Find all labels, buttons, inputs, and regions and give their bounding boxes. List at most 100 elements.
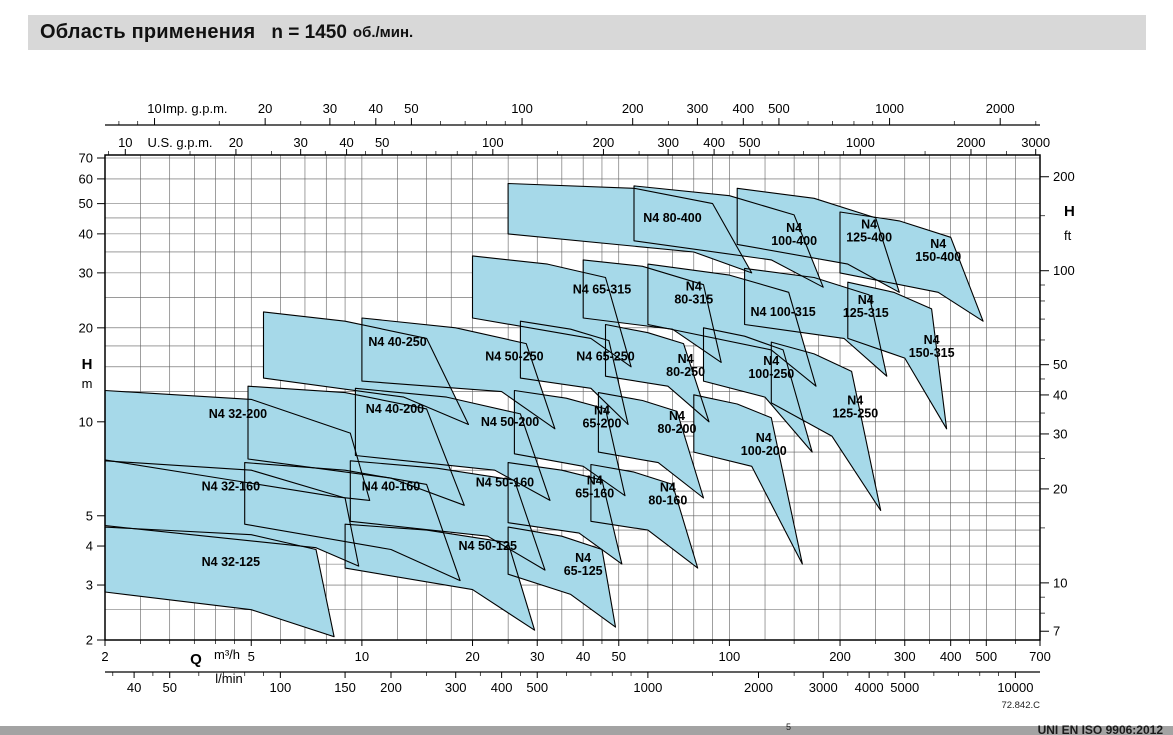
- q-usgpm-tick-label: 10: [118, 135, 132, 150]
- h-m-tick-label: 70: [79, 151, 93, 166]
- h-ft-tick-label: 7: [1053, 624, 1060, 639]
- pump-region-label: N4 40-250: [368, 335, 426, 349]
- pump-region-n4-32-125: [105, 527, 335, 637]
- pump-region-label: N4 50-250: [485, 349, 543, 363]
- h-ft-tick-label: 200: [1053, 169, 1075, 184]
- q-impgpm-tick-label: 40: [369, 101, 383, 116]
- q-axis-unit-usgpm: U.S. g.p.m.: [147, 135, 212, 150]
- pump-region-label: N4: [756, 431, 772, 445]
- pump-region-label: 80-315: [674, 292, 713, 306]
- q-impgpm-tick-label: 500: [768, 101, 790, 116]
- pump-region-label: 80-200: [658, 422, 697, 436]
- pump-region-n4-50-160: [350, 460, 545, 571]
- q-impgpm-tick-label: 50: [404, 101, 418, 116]
- pump-region-label: N4: [678, 352, 694, 366]
- page-title: Область применения: [40, 21, 256, 43]
- standard-reference: UNI EN ISO 9906:2012: [1037, 723, 1163, 735]
- pump-region-label: N4: [669, 409, 685, 423]
- q-lmin-tick-label: 200: [380, 680, 402, 695]
- pump-region-label: 150-400: [915, 250, 961, 264]
- pump-region-n4-150-315: [847, 282, 947, 429]
- q-m3h-tick-label: 30: [530, 649, 544, 664]
- q-impgpm-tick-label: 20: [258, 101, 272, 116]
- h-axis-symbol-left: H: [82, 356, 93, 373]
- h-ft-tick-label: 10: [1053, 575, 1067, 590]
- q-impgpm-tick-label: 30: [323, 101, 337, 116]
- q-lmin-tick-label: 400: [491, 680, 513, 695]
- q-lmin-tick-label: 4000: [855, 680, 884, 695]
- pump-region-label: 100-250: [748, 367, 794, 381]
- pump-region-n4-65-125: [508, 527, 616, 628]
- pump-region-n4-150-400: [840, 212, 984, 322]
- h-m-tick-label: 60: [79, 171, 93, 186]
- q-m3h-tick-label: 400: [940, 649, 962, 664]
- pump-region-label: N4 32-125: [202, 555, 260, 569]
- q-usgpm-tick-label: 100: [482, 135, 504, 150]
- pump-region-label: 100-400: [771, 234, 817, 248]
- q-impgpm-tick-label: 1000: [875, 101, 904, 116]
- pump-region-label: N4 65-315: [573, 283, 631, 297]
- pump-region-label: N4: [924, 333, 940, 347]
- q-m3h-tick-label: 2: [101, 649, 108, 664]
- q-impgpm-tick-label: 200: [622, 101, 644, 116]
- h-ft-tick-label: 100: [1053, 263, 1075, 278]
- q-m3h-tick-label: 5: [248, 649, 255, 664]
- pump-region-label: N4: [660, 480, 676, 494]
- q-axis-unit-m3h: m³/h: [214, 647, 240, 662]
- pump-region-label: 65-125: [564, 564, 603, 578]
- q-lmin-tick-label: 300: [445, 680, 467, 695]
- pump-region-label: N4: [861, 218, 877, 232]
- q-usgpm-tick-label: 40: [339, 135, 353, 150]
- pump-region-label: N4: [786, 221, 802, 235]
- q-usgpm-tick-label: 2000: [957, 135, 986, 150]
- pump-region-label: N4 40-200: [366, 402, 424, 416]
- q-usgpm-tick-label: 500: [739, 135, 761, 150]
- q-usgpm-tick-label: 3000: [1021, 135, 1050, 150]
- pump-region-label: N4: [847, 393, 863, 407]
- q-impgpm-tick-label: 300: [687, 101, 709, 116]
- q-axis-symbol: Q: [190, 651, 202, 668]
- q-impgpm-tick-label: 100: [511, 101, 533, 116]
- q-m3h-tick-label: 100: [719, 649, 741, 664]
- title-bar: Область применения n = 1450 об./мин.: [28, 15, 1146, 50]
- h-m-tick-label: 40: [79, 226, 93, 241]
- q-usgpm-tick-label: 30: [293, 135, 307, 150]
- pump-region-n4-50-200: [355, 388, 550, 501]
- q-lmin-tick-label: 150: [334, 680, 356, 695]
- pump-region-label: N4 65-250: [576, 349, 634, 363]
- pump-region-label: 125-315: [843, 306, 889, 320]
- pump-region-n4-80-200: [598, 392, 704, 498]
- pump-region-label: N4 50-200: [481, 415, 539, 429]
- axes: 2 3 4 5 10 20 30 40 50 60 70 Hm 7 10 20 30 40 50 100 200 Hft…: [79, 101, 1075, 695]
- h-axis-symbol-right: H: [1064, 203, 1075, 220]
- title-speed-value: n = 1450: [271, 21, 347, 43]
- q-lmin-tick-label: 5000: [890, 680, 919, 695]
- h-ft-tick-label: 50: [1053, 357, 1067, 372]
- q-m3h-tick-label: 40: [576, 649, 590, 664]
- pump-region-label: N4: [575, 551, 591, 565]
- h-m-tick-label: 4: [86, 539, 93, 554]
- pump-region-label: 65-160: [575, 487, 614, 501]
- h-m-tick-label: 20: [79, 320, 93, 335]
- q-m3h-tick-label: 20: [465, 649, 479, 664]
- q-lmin-tick-label: 50: [162, 680, 176, 695]
- pump-region-label: 80-250: [666, 365, 705, 379]
- pump-region-label: N4 50-160: [476, 475, 534, 489]
- h-m-tick-label: 50: [79, 196, 93, 211]
- pump-region-label: N4: [594, 403, 610, 417]
- q-lmin-tick-label: 100: [270, 680, 292, 695]
- pump-region-label: N4: [686, 279, 702, 293]
- q-lmin-tick-label: 2000: [744, 680, 773, 695]
- footnote-marker: 5: [786, 722, 792, 732]
- h-m-tick-label: 30: [79, 265, 93, 280]
- q-usgpm-tick-label: 300: [657, 135, 679, 150]
- drawing-number: 72.842.C: [1001, 700, 1040, 711]
- q-lmin-tick-label: 1000: [633, 680, 662, 695]
- title-speed-units: об./мин.: [352, 24, 414, 41]
- q-impgpm-tick-label: 10: [147, 101, 161, 116]
- h-m-tick-label: 5: [86, 508, 93, 523]
- q-m3h-tick-label: 500: [975, 649, 997, 664]
- q-lmin-tick-label: 500: [526, 680, 548, 695]
